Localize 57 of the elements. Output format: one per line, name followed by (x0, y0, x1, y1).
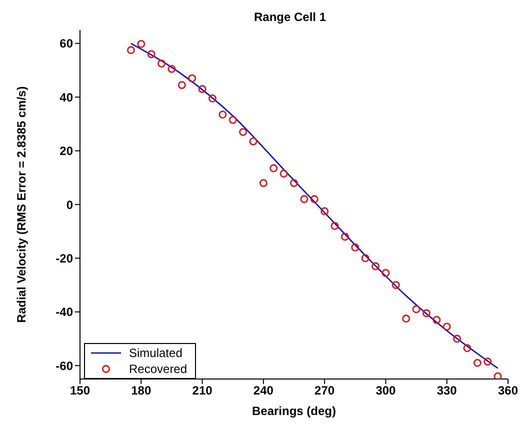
point (382, 269, 390, 277)
y-axis-title: Radial Velocity (RMS Error = 2.8385 cm/s) (14, 86, 28, 323)
point (412, 305, 420, 314)
point (392, 281, 400, 289)
y-tick-label: -60 (56, 358, 74, 373)
point (310, 195, 318, 204)
point (198, 85, 206, 94)
x-tick-label: 330 (436, 384, 458, 398)
point (351, 244, 360, 252)
point (300, 195, 308, 204)
point (484, 358, 492, 366)
legend-label: Recovered (129, 361, 188, 377)
point (228, 116, 237, 124)
point (270, 164, 278, 172)
point (453, 334, 461, 343)
point (168, 64, 176, 73)
y-tick-label: 60 (60, 36, 74, 51)
point (372, 262, 380, 270)
point (463, 344, 472, 352)
y-tick-label: 0 (66, 198, 74, 212)
point (442, 322, 451, 331)
y-tick-label: -20 (56, 251, 74, 266)
point (402, 314, 410, 323)
point (208, 94, 216, 102)
x-axis-title: Bearings (deg) (252, 404, 336, 418)
point (422, 309, 430, 318)
x-tick-label: 150 (70, 384, 90, 398)
point (158, 60, 166, 68)
x-tick-label: 180 (131, 384, 152, 398)
point (361, 254, 370, 262)
x-tick-label: 270 (314, 384, 335, 398)
point (280, 170, 288, 178)
x-tick-label: 360 (498, 384, 518, 398)
point (330, 222, 339, 230)
point (290, 179, 298, 187)
chart-title: Range Cell 1 (252, 10, 328, 24)
point (137, 40, 146, 48)
point (218, 110, 227, 119)
point (188, 74, 196, 82)
point (494, 372, 502, 379)
legend-label: Simulated (129, 345, 182, 361)
point (432, 316, 441, 324)
point (341, 232, 349, 241)
point (259, 179, 268, 187)
x-tick-label: 210 (192, 384, 213, 398)
x-tick-label: 300 (376, 384, 396, 398)
point (178, 81, 186, 89)
point (249, 137, 258, 146)
point (320, 207, 329, 216)
y-tick-label: 40 (60, 90, 74, 104)
point (239, 128, 247, 136)
point (127, 46, 135, 54)
point (473, 358, 482, 367)
point (147, 50, 156, 58)
y-tick-label: -40 (56, 305, 74, 320)
x-tick-label: 240 (253, 384, 274, 398)
y-tick-label: 20 (60, 144, 74, 158)
